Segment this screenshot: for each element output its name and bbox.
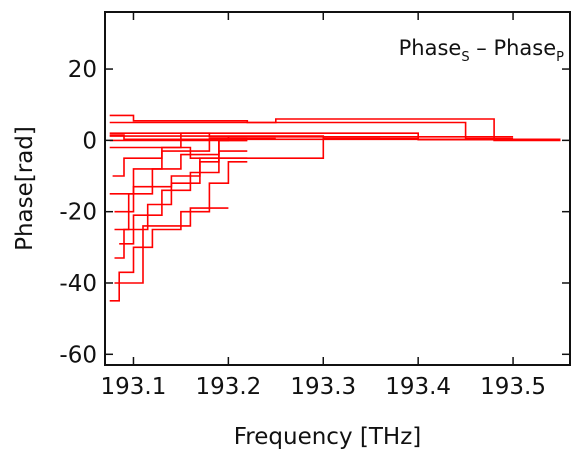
y-tick-label: 0	[82, 128, 97, 154]
series-line-15	[119, 150, 248, 245]
series-line-11	[112, 132, 248, 177]
series-line-8	[109, 161, 248, 302]
series-line-14	[114, 207, 229, 284]
plot-frame	[104, 11, 571, 366]
x-tick-label: 193.3	[290, 374, 356, 400]
x-tick-label: 193.5	[480, 374, 546, 400]
series-line-3	[109, 114, 514, 140]
x-tick-label: 193.4	[385, 374, 451, 400]
annotation-sub-p: P	[556, 50, 564, 65]
annotation-mid: – Phase	[470, 36, 557, 60]
axis-ticks: 193.1 193.2 193.3 193.4 193.5 20 0 -20 -40 -60	[59, 12, 570, 400]
series-annotation: PhaseS – PhaseP	[399, 36, 565, 65]
annotation-main: Phase	[399, 36, 462, 60]
y-tick-label: -40	[59, 271, 97, 297]
series-line-13	[114, 157, 248, 213]
y-axis-label: Phase[rad]	[12, 126, 38, 251]
annotation-sub-s: S	[461, 50, 469, 65]
y-tick-label: 20	[68, 57, 97, 83]
series-line-7	[109, 137, 381, 159]
y-tick-label: -60	[59, 342, 97, 368]
x-tick-label: 193.2	[195, 374, 261, 400]
y-tick-label: -20	[59, 200, 97, 226]
series-line-5	[109, 132, 561, 141]
x-axis-label: Frequency [THz]	[234, 424, 422, 450]
x-tick-label: 193.1	[101, 374, 167, 400]
plot-lines	[109, 114, 561, 302]
